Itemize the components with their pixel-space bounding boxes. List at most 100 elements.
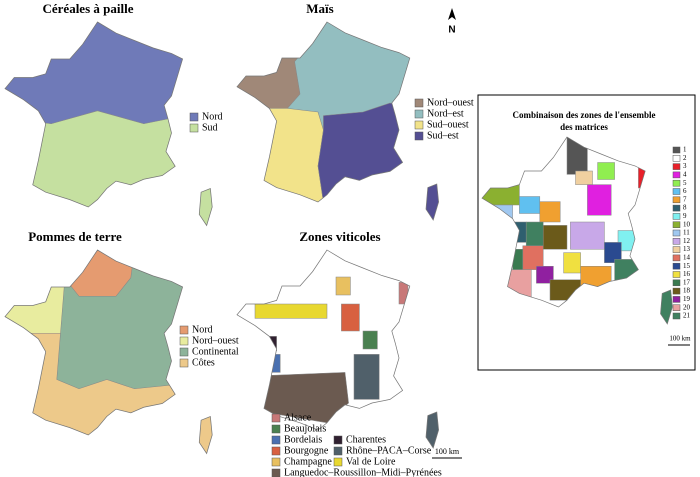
map-title: Céréales à paille xyxy=(43,1,134,16)
legend-label: 13 xyxy=(683,245,691,253)
corsica xyxy=(660,289,673,325)
legend-label: 17 xyxy=(683,278,691,286)
region xyxy=(335,276,351,296)
legend-swatch xyxy=(189,123,199,133)
legend-label: Nord xyxy=(202,111,223,122)
panel-title: Combinaison des zones de l'ensemble xyxy=(512,110,655,120)
legend-label: 9 xyxy=(683,212,687,220)
panel-title: des matrices xyxy=(560,122,608,132)
legend-label: 6 xyxy=(683,187,687,195)
corsica xyxy=(198,187,213,227)
legend-swatch xyxy=(672,155,681,162)
legend-label: 18 xyxy=(683,287,691,295)
legend-swatch xyxy=(271,457,281,467)
legend-swatch xyxy=(672,246,681,253)
legend-label: 12 xyxy=(683,237,691,245)
regions xyxy=(237,22,410,202)
region xyxy=(570,221,605,250)
north-label: N xyxy=(448,25,455,36)
legend-swatch xyxy=(179,358,189,368)
legend-swatch xyxy=(672,188,681,195)
region xyxy=(597,162,615,180)
legend-swatch xyxy=(414,98,424,108)
legend-label: Nord–ouest xyxy=(192,335,239,346)
region xyxy=(353,354,380,400)
legend-swatch xyxy=(672,171,681,179)
legend-swatch xyxy=(271,468,281,477)
corsica xyxy=(425,183,439,221)
region xyxy=(575,170,593,185)
legend-label: Bourgogne xyxy=(284,445,329,456)
france-outline xyxy=(236,21,411,203)
map-title: Pommes de terre xyxy=(28,229,122,244)
legend-label: 21 xyxy=(683,312,691,320)
legend-swatch xyxy=(179,325,189,335)
region xyxy=(254,303,328,319)
legend-label: Val de Loire xyxy=(346,456,396,467)
legend-label: 7 xyxy=(683,195,687,203)
legend-swatch xyxy=(414,131,424,141)
legend-swatch xyxy=(672,287,681,295)
legend-label: 1 xyxy=(683,146,687,154)
region xyxy=(638,162,646,189)
corsica xyxy=(198,415,213,455)
legend-swatch xyxy=(672,221,681,228)
legend-swatch xyxy=(271,435,281,445)
legend-label: Nord xyxy=(192,324,213,335)
france-map xyxy=(481,136,673,325)
region xyxy=(5,250,65,334)
region xyxy=(507,269,532,304)
legend-swatch xyxy=(672,296,681,303)
legend-swatch xyxy=(271,446,281,456)
legend-swatch xyxy=(333,457,343,467)
region xyxy=(398,282,409,305)
legend-label: Nord–est xyxy=(427,108,464,119)
france-map xyxy=(236,249,439,449)
legend-label: Sud xyxy=(202,122,218,133)
map-title: Zones viticoles xyxy=(299,229,380,244)
region xyxy=(362,330,378,350)
legend-swatch xyxy=(672,179,681,187)
legend-label: 3 xyxy=(683,162,687,170)
legend-label: 8 xyxy=(683,204,687,212)
legend-swatch xyxy=(414,120,424,130)
legend-label: Nord–ouest xyxy=(427,97,474,108)
legend-label: 15 xyxy=(683,262,691,270)
legend-swatch xyxy=(672,279,681,287)
legend-swatch xyxy=(414,109,424,119)
legend-label: Beaujolais xyxy=(284,423,326,434)
legend-label: Rhône–PACA–Corse xyxy=(346,445,432,456)
legend-swatch xyxy=(672,163,681,170)
region xyxy=(563,252,581,274)
region xyxy=(258,354,281,373)
region xyxy=(566,137,588,175)
legend-swatch xyxy=(271,424,281,434)
legend-swatch xyxy=(333,446,343,456)
legend-swatch xyxy=(672,146,681,154)
regions xyxy=(237,250,410,430)
legend-label: Champagne xyxy=(284,456,332,467)
legend-swatch xyxy=(672,304,681,311)
map-title: Maïs xyxy=(306,1,333,16)
legend-label: 5 xyxy=(683,179,687,187)
legend-swatch xyxy=(672,312,681,320)
region xyxy=(542,225,568,250)
legend-swatch xyxy=(672,238,681,245)
legend-label: 16 xyxy=(683,270,691,278)
legend-label: Alsace xyxy=(284,412,312,423)
legend-swatch xyxy=(672,229,681,237)
regions xyxy=(482,137,646,307)
france-outline xyxy=(481,136,646,308)
france-map xyxy=(236,21,439,221)
legend-label: 20 xyxy=(683,303,691,311)
france-outline xyxy=(236,249,411,431)
region xyxy=(519,196,541,214)
legend-label: Languedoc–Roussillon–Midi–Pyrénées xyxy=(284,467,442,477)
region xyxy=(525,221,544,247)
legend-label: 4 xyxy=(683,171,687,179)
legend-swatch xyxy=(672,204,681,212)
region xyxy=(617,230,646,252)
legend-swatch xyxy=(179,347,189,357)
france-outline xyxy=(4,21,184,208)
